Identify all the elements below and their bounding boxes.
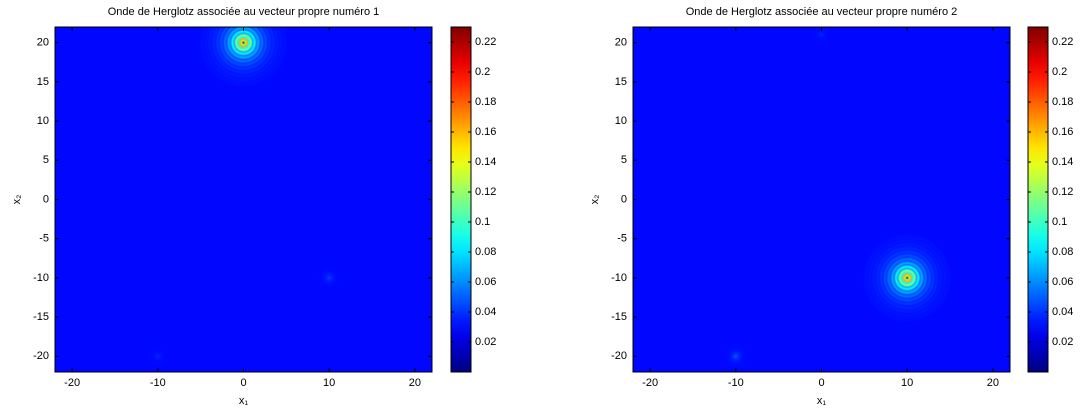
- y-tick-label: 5: [621, 154, 627, 166]
- x-tick-label: -10: [728, 377, 744, 389]
- wave-source: [143, 342, 172, 371]
- x-tick-label: 0: [818, 377, 824, 389]
- y-axis-label: x₂: [11, 195, 23, 205]
- colorbar-tick-label: 0.02: [475, 336, 496, 348]
- colorbar: [1027, 26, 1049, 373]
- colorbar-tick-label: 0.04: [475, 306, 496, 318]
- y-tick-label: -5: [617, 233, 627, 245]
- y-tick-label: 10: [37, 115, 49, 127]
- colorbar-tick-label: 0.1: [1052, 216, 1067, 228]
- colorbar-tick-label: 0.16: [1052, 126, 1073, 138]
- y-tick-label: 15: [37, 76, 49, 88]
- x-tick-label: -20: [64, 377, 80, 389]
- y-tick-label: 15: [615, 76, 627, 88]
- y-axis-label: x₂: [589, 195, 601, 205]
- y-tick-label: -20: [33, 350, 49, 362]
- colorbar-tick-label: 0.04: [1052, 306, 1073, 318]
- y-tick-label: 20: [615, 37, 627, 49]
- y-tick-label: -10: [611, 272, 627, 284]
- x-tick-label: -20: [642, 377, 658, 389]
- chart-title: Onde de Herglotz associée au vecteur pro…: [686, 6, 958, 18]
- colorbar-tick-label: 0.18: [475, 96, 496, 108]
- wave-source: [862, 232, 953, 323]
- y-tick-label: 0: [621, 193, 627, 205]
- x-axis-label: x₁: [239, 395, 249, 407]
- colorbar-tick-label: 0.2: [1052, 66, 1067, 78]
- x-tick-label: 0: [240, 377, 246, 389]
- colorbar-tick-label: 0.2: [475, 66, 490, 78]
- field: [721, 27, 953, 371]
- wave-source: [315, 263, 344, 292]
- colorbar-tick-label: 0.08: [1052, 246, 1073, 258]
- colorbar-tick-label: 0.08: [475, 246, 496, 258]
- x-tick-label: -10: [150, 377, 166, 389]
- wave-source: [721, 342, 750, 371]
- y-tick-label: 20: [37, 37, 49, 49]
- x-axis-label: x₁: [817, 395, 827, 407]
- chart-title: Onde de Herglotz associée au vecteur pro…: [108, 6, 380, 18]
- y-tick-label: 5: [43, 154, 49, 166]
- colorbar-tick-label: 0.16: [475, 126, 496, 138]
- x-tick-label: 20: [409, 377, 421, 389]
- y-tick-label: 10: [615, 115, 627, 127]
- x-tick-label: 10: [901, 377, 913, 389]
- colorbar-tick-label: 0.12: [1052, 186, 1073, 198]
- field-background: [633, 27, 1010, 372]
- wave-source: [198, 27, 289, 88]
- y-tick-label: -20: [611, 350, 627, 362]
- colorbar-tick-label: 0.1: [475, 216, 490, 228]
- x-tick-label: 20: [987, 377, 999, 389]
- colorbar-tick-label: 0.02: [1052, 336, 1073, 348]
- y-tick-label: -5: [39, 233, 49, 245]
- x-tick-label: 10: [323, 377, 335, 389]
- colorbar-tick-label: 0.14: [1052, 156, 1073, 168]
- colorbar-tick-label: 0.12: [475, 186, 496, 198]
- y-tick-label: -10: [33, 272, 49, 284]
- y-tick-label: -15: [611, 311, 627, 323]
- colorbar-tick-label: 0.22: [1052, 36, 1073, 48]
- colorbar: [450, 26, 472, 373]
- colorbar-tick-label: 0.18: [1052, 96, 1073, 108]
- colorbar-tick-label: 0.06: [1052, 276, 1073, 288]
- colorbar-tick-label: 0.22: [475, 36, 496, 48]
- colorbar-tick-label: 0.06: [475, 276, 496, 288]
- field: [143, 27, 344, 371]
- colorbar-tick-label: 0.14: [475, 156, 496, 168]
- wave-source: [807, 27, 836, 49]
- y-tick-label: 0: [43, 193, 49, 205]
- y-tick-label: -15: [33, 311, 49, 323]
